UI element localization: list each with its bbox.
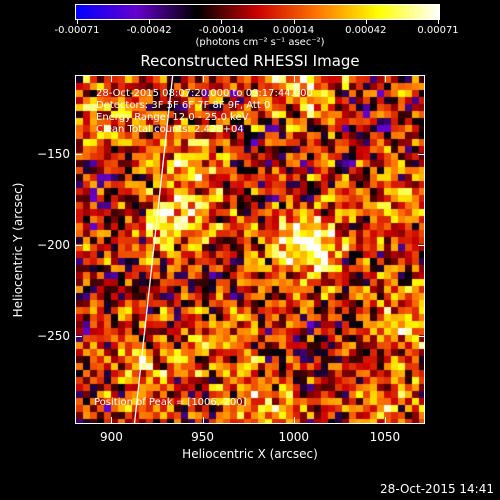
y-tick-right — [418, 244, 425, 246]
x-tick-label: 900 — [100, 430, 123, 444]
peak-position-label: Position of Peak = [1006,-200] — [94, 397, 247, 408]
x-tick-top — [293, 75, 295, 82]
y-tick-label: −250 — [37, 329, 70, 344]
x-tick-label: 1050 — [369, 430, 401, 444]
heatmap-image — [76, 76, 424, 423]
y-tick-left — [75, 244, 82, 246]
y-tick-left — [75, 336, 82, 338]
y-tick-right — [418, 336, 425, 338]
info-energy-range: Energy Range: 12.0 - 25.0 keV — [96, 112, 249, 123]
x-tick-bottom — [293, 417, 295, 424]
x-axis-label: Heliocentric X (arcsec) — [182, 447, 318, 461]
x-tick-label: 950 — [191, 430, 215, 444]
colorbar-tick — [77, 20, 78, 24]
footer-timestamp: 28-Oct-2015 14:41 — [380, 482, 494, 496]
y-axis-label: Heliocentric Y (arcsec) — [11, 182, 25, 318]
info-time-range: 28-Oct-2015 08:07:20.000 to 08:17:44.000 — [96, 88, 313, 99]
colorbar-tick — [438, 20, 439, 24]
colorbar-tick — [149, 20, 151, 24]
solar-limb-line — [133, 76, 174, 423]
colorbar-tick — [221, 20, 223, 24]
colorbar-tick-label: -0.00014 — [198, 25, 244, 36]
x-tick-top — [111, 75, 113, 82]
colorbar-tick — [365, 20, 367, 24]
x-tick-top — [384, 75, 386, 82]
colorbar-tick-label: -0.00042 — [126, 25, 172, 36]
info-detectors: Detectors: 3F 5F 6F 7F 8F 9F, Att 0 — [96, 100, 271, 111]
colorbar-tick-label: -0.00071 — [54, 25, 100, 36]
colorbar-tick — [293, 20, 295, 24]
colorbar-tick-label: 0.00014 — [272, 25, 315, 36]
y-tick-label: −150 — [37, 146, 70, 161]
x-tick-bottom — [384, 417, 386, 424]
y-tick-label: −200 — [37, 237, 70, 252]
limb-line — [133, 76, 174, 423]
y-tick-right — [418, 153, 425, 155]
colorbar-tick-label: 0.00042 — [345, 25, 387, 36]
x-tick-bottom — [111, 417, 113, 424]
x-tick-bottom — [202, 417, 204, 424]
colorbar-tick-label: 0.00071 — [417, 25, 459, 36]
y-tick-left — [75, 153, 82, 155]
plot-title: Reconstructed RHESSI Image — [140, 52, 360, 70]
colorbar — [75, 4, 440, 20]
x-tick-label: 1000 — [278, 430, 310, 444]
image-plot: 28-Oct-2015 08:07:20.000 to 08:17:44.000… — [75, 75, 425, 424]
colorbar-units: (photons cm⁻² s⁻¹ asec⁻²) — [195, 37, 325, 48]
info-clean-counts: Clean Total counts: 2.42E+04 — [96, 124, 244, 135]
x-tick-top — [202, 75, 204, 82]
